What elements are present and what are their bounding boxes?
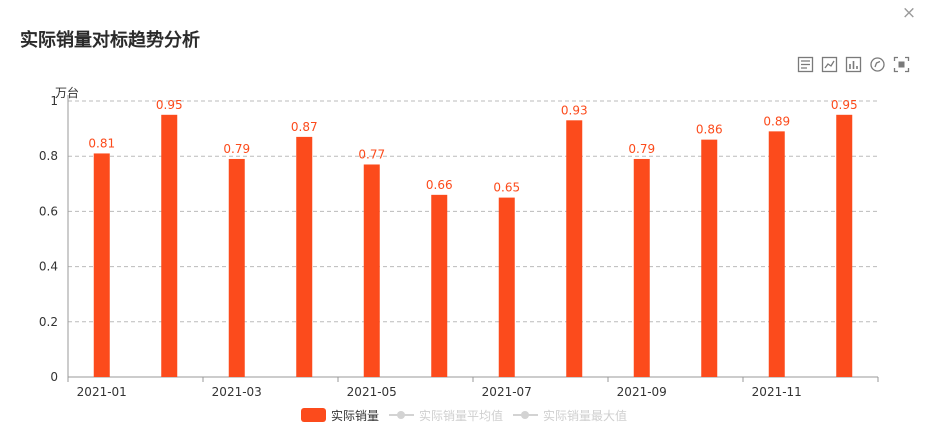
data-label: 0.87	[291, 120, 318, 134]
data-label: 0.86	[696, 123, 723, 137]
close-button[interactable]: ×	[898, 2, 920, 24]
bar-2021-10[interactable]	[701, 139, 718, 377]
y-tick-label: 0.2	[39, 315, 58, 329]
x-tick-label: 2021-05	[347, 385, 397, 399]
data-label: 0.95	[156, 98, 183, 112]
bar-2021-08[interactable]	[566, 120, 583, 377]
bar-2021-07[interactable]	[498, 197, 515, 377]
save-image-icon[interactable]	[893, 56, 910, 73]
bar-2021-05[interactable]	[363, 164, 380, 377]
bar-2021-04[interactable]	[296, 136, 313, 377]
legend-swatch	[388, 408, 414, 422]
restore-icon[interactable]	[869, 56, 886, 73]
x-tick-label: 2021-03	[212, 385, 262, 399]
data-label: 0.66	[426, 178, 453, 192]
data-label: 0.95	[831, 98, 858, 112]
legend-label: 实际销量最大值	[543, 408, 628, 423]
bar-2021-03[interactable]	[228, 158, 245, 377]
legend-item-2[interactable]: 实际销量平均值	[388, 407, 503, 424]
data-label: 0.93	[561, 103, 588, 117]
legend-label: 实际销量	[330, 408, 379, 423]
line-chart-icon[interactable]	[821, 56, 838, 73]
x-tick-label: 2021-07	[482, 385, 532, 399]
y-tick-label: 0	[50, 370, 58, 384]
y-tick-label: 0.4	[39, 260, 58, 274]
y-tick-label: 0.6	[39, 204, 58, 218]
data-label: 0.89	[763, 114, 790, 128]
data-view-icon[interactable]	[797, 56, 814, 73]
y-tick-label: 1	[50, 94, 58, 108]
legend-label: 实际销量平均值	[418, 408, 503, 423]
chart-toolbox	[797, 56, 910, 74]
bar-2021-02[interactable]	[161, 114, 178, 378]
y-tick-label: 0.8	[39, 149, 58, 163]
bar-2021-01[interactable]	[93, 153, 110, 377]
x-tick-label: 2021-01	[77, 385, 127, 399]
data-label: 0.77	[358, 147, 385, 161]
data-label: 0.79	[628, 142, 655, 156]
legend-item-3[interactable]: 实际销量最大值	[513, 407, 627, 424]
bar-2021-09[interactable]	[633, 158, 650, 377]
legend-swatch	[513, 408, 538, 422]
chart-legend: 实际销量 实际销量平均值 实际销量最大值	[0, 404, 928, 426]
data-label: 0.79	[223, 142, 250, 156]
legend-swatch	[300, 408, 326, 422]
bar-2021-11[interactable]	[768, 131, 785, 377]
panel-title: 实际销量对标趋势分析	[20, 30, 200, 51]
x-tick-label: 2021-11	[752, 385, 802, 399]
bar-chart-icon[interactable]	[845, 56, 862, 73]
data-label: 0.65	[493, 181, 520, 195]
bar-2021-06[interactable]	[431, 194, 448, 377]
legend-item-1[interactable]: 实际销量	[300, 407, 379, 424]
bar-2021-12[interactable]	[836, 114, 853, 378]
x-tick-label: 2021-09	[617, 385, 667, 399]
data-label: 0.81	[88, 136, 115, 150]
y-axis-unit-label: 万台	[55, 85, 79, 100]
close-icon: ×	[901, 3, 917, 23]
